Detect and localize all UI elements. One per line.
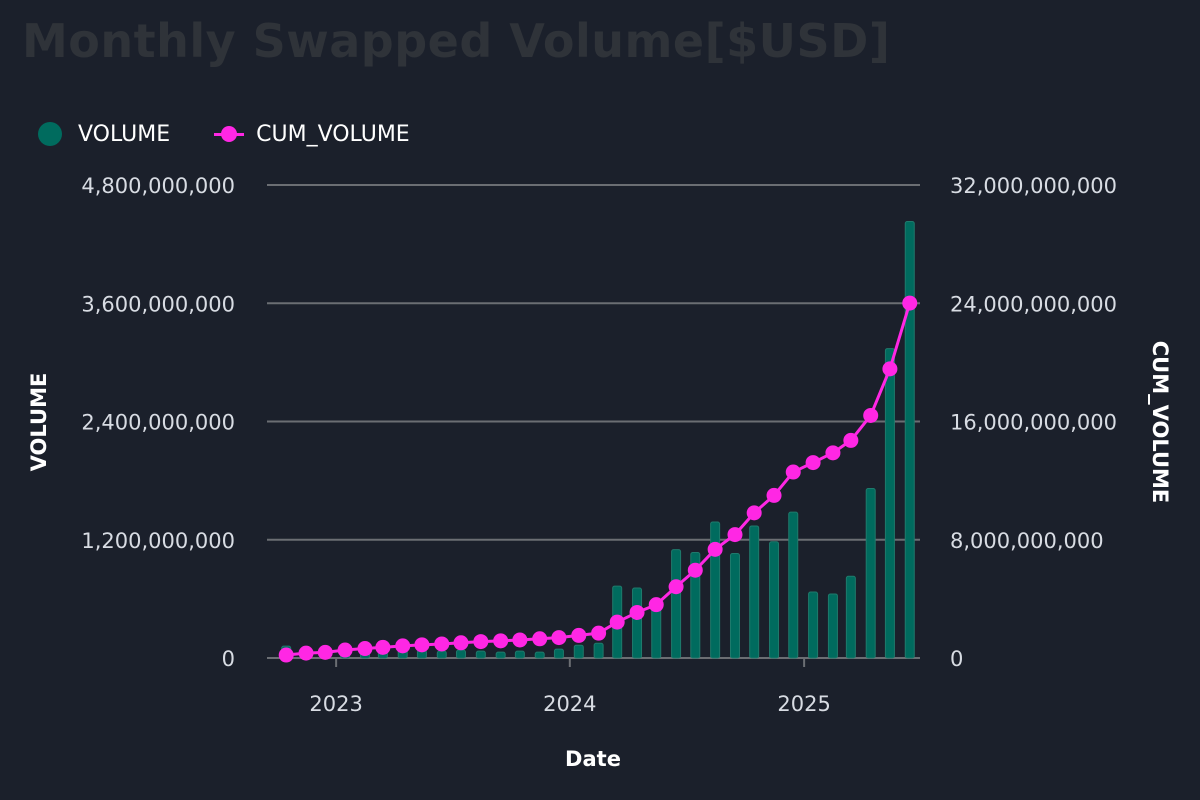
bar-volume bbox=[690, 552, 701, 659]
y-tick-label-right: 0 bbox=[950, 647, 963, 671]
y-tick-label-right: 8,000,000,000 bbox=[950, 529, 1104, 553]
bar-volume bbox=[769, 541, 780, 659]
legend-item-volume[interactable]: VOLUME bbox=[38, 122, 170, 147]
bar-volume bbox=[475, 650, 486, 659]
point-cum-volume bbox=[766, 487, 782, 503]
bar-volume bbox=[573, 644, 584, 659]
bar-volume bbox=[514, 650, 525, 659]
bar-volume bbox=[553, 648, 564, 659]
bar-volume bbox=[455, 649, 466, 659]
y-tick-label-left: 4,800,000,000 bbox=[81, 174, 235, 198]
point-cum-volume bbox=[609, 614, 625, 630]
point-cum-volume bbox=[591, 625, 607, 641]
x-tick-label: 2024 bbox=[543, 692, 596, 716]
point-cum-volume bbox=[357, 641, 373, 657]
legend-swatch-volume bbox=[38, 122, 62, 146]
bar-volume bbox=[436, 650, 447, 659]
y-axis-label-left: VOLUME bbox=[27, 373, 51, 472]
bar-volume bbox=[845, 575, 856, 659]
point-cum-volume bbox=[298, 645, 314, 661]
point-cum-volume bbox=[707, 541, 723, 557]
bar-volume bbox=[808, 591, 819, 659]
point-cum-volume bbox=[395, 638, 411, 654]
bar-volume bbox=[651, 607, 662, 659]
y-axis-label-right: CUM_VOLUME bbox=[1148, 341, 1172, 504]
point-cum-volume bbox=[629, 604, 645, 620]
point-cum-volume bbox=[414, 637, 430, 653]
bar-volume bbox=[534, 651, 545, 659]
bar-volume bbox=[749, 525, 760, 659]
y-tick-label-left: 1,200,000,000 bbox=[81, 529, 235, 553]
point-cum-volume bbox=[337, 642, 353, 658]
y-tick-label-right: 32,000,000,000 bbox=[950, 174, 1117, 198]
legend-label-cum-volume: CUM_VOLUME bbox=[256, 121, 410, 147]
point-cum-volume bbox=[882, 361, 898, 377]
legend-swatch-cum-volume bbox=[214, 122, 245, 146]
bar-volume bbox=[788, 511, 799, 659]
point-cum-volume bbox=[317, 644, 333, 660]
legend: VOLUME CUM_VOLUME bbox=[38, 120, 454, 148]
bar-volume bbox=[865, 488, 876, 659]
point-cum-volume bbox=[805, 455, 821, 471]
point-cum-volume bbox=[648, 597, 664, 613]
bar-volume bbox=[904, 220, 915, 659]
point-cum-volume bbox=[375, 639, 391, 655]
point-cum-volume bbox=[512, 632, 528, 648]
point-cum-volume bbox=[532, 631, 548, 647]
point-cum-volume bbox=[473, 634, 489, 650]
y-tick-label-right: 24,000,000,000 bbox=[950, 292, 1117, 316]
bar-volume bbox=[495, 651, 506, 659]
point-cum-volume bbox=[902, 295, 918, 311]
chart-title: Monthly Swapped Volume[$USD] bbox=[22, 14, 891, 68]
point-cum-volume bbox=[863, 407, 879, 423]
point-cum-volume bbox=[727, 527, 743, 543]
point-cum-volume bbox=[551, 630, 567, 646]
legend-label-volume: VOLUME bbox=[78, 121, 171, 147]
y-tick-label-left: 2,400,000,000 bbox=[81, 411, 235, 435]
x-tick-label: 2025 bbox=[777, 692, 830, 716]
bar-volume bbox=[671, 549, 682, 659]
point-cum-volume bbox=[825, 445, 841, 461]
point-cum-volume bbox=[434, 636, 450, 652]
bar-volume bbox=[729, 553, 740, 659]
y-tick-label-right: 16,000,000,000 bbox=[950, 411, 1117, 435]
point-cum-volume bbox=[746, 505, 762, 521]
y-tick-label-left: 3,600,000,000 bbox=[81, 292, 235, 316]
bar-volume bbox=[884, 348, 895, 659]
point-cum-volume bbox=[278, 647, 294, 663]
bar-volume bbox=[827, 593, 838, 659]
point-cum-volume bbox=[843, 432, 859, 448]
point-cum-volume bbox=[571, 627, 587, 643]
bar-volume bbox=[593, 642, 604, 659]
point-cum-volume bbox=[785, 464, 801, 480]
point-cum-volume bbox=[687, 562, 703, 578]
point-cum-volume bbox=[493, 633, 509, 649]
legend-item-cum-volume[interactable]: CUM_VOLUME bbox=[214, 122, 410, 147]
x-axis-label: Date bbox=[565, 747, 621, 771]
x-tick-label: 2023 bbox=[309, 692, 362, 716]
point-cum-volume bbox=[453, 635, 469, 651]
y-tick-label-left: 0 bbox=[222, 647, 235, 671]
bar-volume bbox=[632, 587, 643, 659]
point-cum-volume bbox=[668, 579, 684, 595]
